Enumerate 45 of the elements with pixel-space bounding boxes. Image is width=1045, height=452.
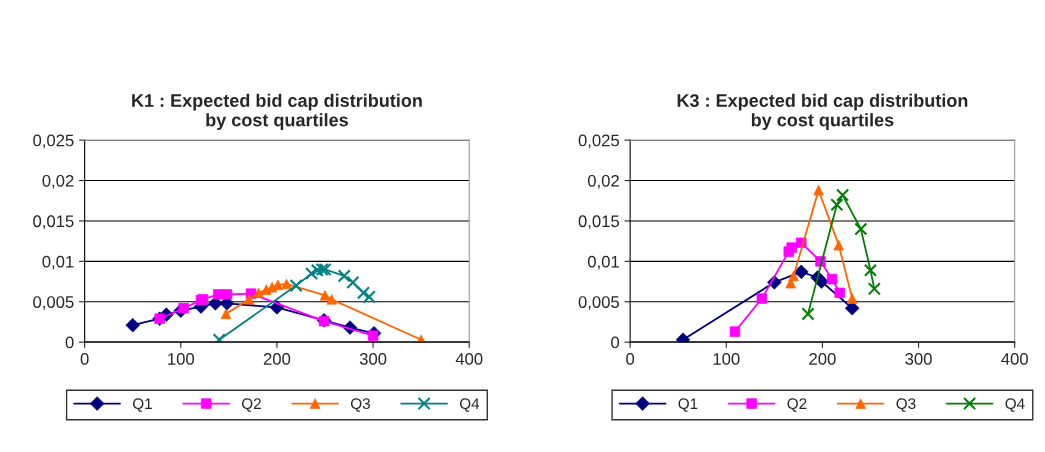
y-tick-label: 0,015 — [33, 215, 74, 230]
y-tick-label: 0,025 — [33, 134, 74, 149]
x-tick-label: 100 — [168, 353, 195, 365]
x-tick-label: 300 — [359, 353, 387, 365]
y-tick-label: 0,005 — [33, 296, 74, 310]
legend-label: Q4 — [459, 398, 480, 412]
point — [346, 275, 360, 289]
legend-label: Q4 — [1005, 398, 1025, 412]
y-tick-label: 0 — [65, 336, 74, 349]
y-tick-label: 0,01 — [587, 255, 619, 270]
y-tick-label: 0,01 — [42, 255, 74, 270]
chart-title: K3 : Expected bid cap distribution by cost quartiles — [677, 93, 968, 130]
y-tick-label: 0,02 — [42, 174, 74, 189]
point — [836, 188, 850, 202]
point — [834, 287, 845, 299]
legend-label: Q1 — [678, 398, 698, 412]
y-tick-label: 0,02 — [587, 174, 619, 189]
x-tick-label: 0 — [626, 353, 635, 365]
x-tick-label: 400 — [455, 353, 483, 365]
point — [867, 282, 881, 296]
point — [212, 333, 226, 343]
legend-label: Q3 — [896, 398, 916, 412]
point — [289, 279, 303, 293]
y-tick-label: 0,005 — [578, 296, 620, 310]
legend-label: Q2 — [241, 398, 261, 412]
point — [863, 263, 878, 277]
legend-label: Q3 — [350, 398, 370, 412]
x-tick-label: 200 — [809, 353, 836, 365]
y-tick-label: 0,025 — [578, 134, 620, 149]
point — [854, 222, 868, 236]
point — [362, 290, 376, 304]
point — [830, 198, 844, 212]
point — [826, 273, 838, 285]
x-tick-label: 400 — [1001, 353, 1028, 365]
x-tick-label: 0 — [80, 353, 89, 365]
chart-title: K1 : Expected bid cap distribution by cost quartiles — [132, 93, 422, 130]
y-tick-label: 0,015 — [578, 215, 620, 230]
x-tick-label: 100 — [713, 353, 740, 365]
legend-label: Q2 — [787, 398, 807, 412]
legend-label: Q1 — [133, 398, 152, 412]
x-tick-label: 200 — [263, 353, 291, 365]
y-tick-label: 0 — [611, 336, 620, 349]
x-tick-label: 300 — [905, 353, 932, 365]
point — [801, 307, 815, 321]
point — [337, 269, 351, 283]
